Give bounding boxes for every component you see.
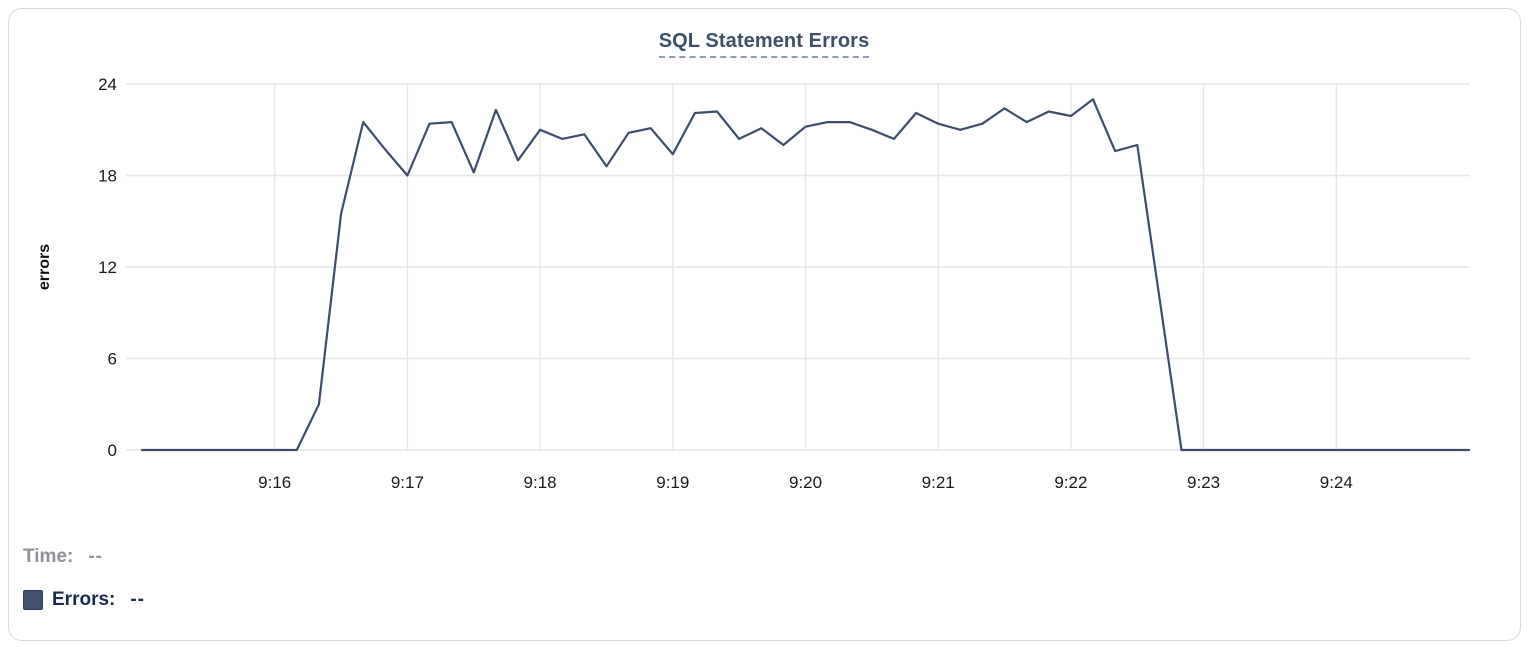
chart-card <box>8 8 1521 641</box>
y-tick-label: 12 <box>98 258 117 277</box>
x-tick-label: 9:19 <box>656 473 689 492</box>
legend-errors-label: Errors: <box>52 589 116 610</box>
y-tick-label: 0 <box>108 441 117 460</box>
y-axis-label: errors <box>36 244 53 290</box>
chart-legend: Time: -- Errors: -- <box>23 545 145 631</box>
y-tick-label: 18 <box>98 167 117 186</box>
legend-time-label: Time: <box>23 546 74 567</box>
y-tick-label: 24 <box>98 75 117 94</box>
x-tick-label: 9:18 <box>524 473 557 492</box>
errors-line-series <box>140 98 1471 452</box>
legend-errors-row: Errors: -- <box>23 588 145 612</box>
chart-header: SQL Statement Errors <box>0 30 1528 58</box>
x-tick-label: 9:22 <box>1054 473 1087 492</box>
legend-errors-value: -- <box>130 589 146 610</box>
legend-time-value: -- <box>88 546 103 567</box>
chart-title[interactable]: SQL Statement Errors <box>658 30 870 58</box>
x-tick-label: 9:20 <box>789 473 822 492</box>
sql-statement-errors-chart[interactable]: 0 6 12 18 24 9:16 9:17 9:18 9:19 9:20 9:21 9:22 9:23… <box>0 0 1528 505</box>
legend-time-row: Time: -- <box>23 545 145 569</box>
x-tick-label: 9:17 <box>391 473 424 492</box>
x-tick-label: 9:16 <box>258 473 291 492</box>
y-tick-label: 6 <box>108 350 117 369</box>
x-tick-label: 9:21 <box>922 473 955 492</box>
x-tick-label: 9:23 <box>1187 473 1220 492</box>
errors-series-swatch-icon <box>23 590 43 610</box>
x-tick-label: 9:24 <box>1320 473 1353 492</box>
